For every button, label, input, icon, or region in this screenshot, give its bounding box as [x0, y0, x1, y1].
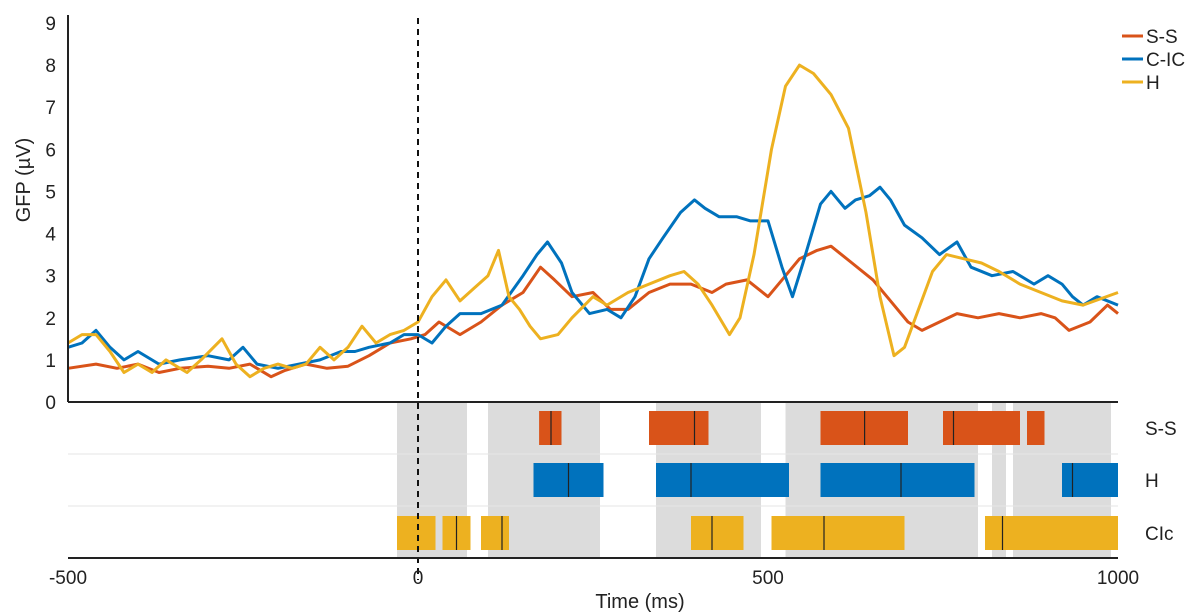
axes: 0 1 2 3 4 5 6 7 8 9 -500 0 500 1000	[45, 14, 1139, 589]
legend-label-S-S: S-S	[1146, 27, 1178, 48]
y-tick-label: 8	[45, 56, 56, 77]
track-S-S-interval-0	[539, 411, 562, 445]
series-line-C-IC	[67, 185, 1119, 370]
track-H-interval-1	[656, 463, 789, 497]
x-axis-label: Time (ms)	[595, 591, 684, 613]
x-tick-label: -500	[49, 568, 87, 589]
x-tick-label: 1000	[1097, 568, 1139, 589]
track-CIc-interval-4	[771, 516, 905, 550]
track-label-CIc: CIc	[1145, 524, 1174, 545]
y-tick-label: 5	[45, 182, 56, 203]
y-tick-label: 3	[45, 267, 56, 288]
track-S-S-interval-4	[1027, 411, 1045, 445]
x-tick-label: 0	[413, 568, 424, 589]
track-CIc-interval-0	[397, 516, 436, 550]
series-line-S-S	[67, 244, 1119, 379]
y-tick-label: 7	[45, 98, 56, 119]
track-CIc-interval-3	[691, 516, 744, 550]
y-tick-label: 1	[45, 351, 56, 372]
y-tick-label: 0	[45, 393, 56, 414]
series-line-H	[67, 63, 1119, 379]
y-tick-label: 6	[45, 140, 56, 161]
track-label-S-S: S-S	[1145, 419, 1177, 440]
y-tick-label: 9	[45, 14, 56, 35]
legend-label-C-IC: C-IC	[1146, 50, 1185, 71]
track-CIc-interval-2	[481, 516, 509, 550]
y-tick-label: 2	[45, 309, 56, 330]
legend-label-H: H	[1146, 73, 1160, 94]
legend: S-SC-ICH	[1122, 27, 1185, 94]
series-lines	[67, 63, 1119, 379]
track-S-S-interval-1	[649, 411, 709, 445]
track-panel: S-S H CIc	[68, 411, 1177, 550]
track-label-H: H	[1145, 471, 1159, 492]
track-CIc-interval-5	[985, 516, 1118, 550]
x-tick-label: 500	[752, 568, 784, 589]
track-S-S-interval-3	[943, 411, 1020, 445]
y-tick-label: 4	[45, 225, 56, 246]
y-axis-label: GFP (µV)	[13, 138, 35, 223]
track-H-interval-3	[1062, 463, 1118, 497]
track-H-interval-2	[820, 463, 975, 497]
